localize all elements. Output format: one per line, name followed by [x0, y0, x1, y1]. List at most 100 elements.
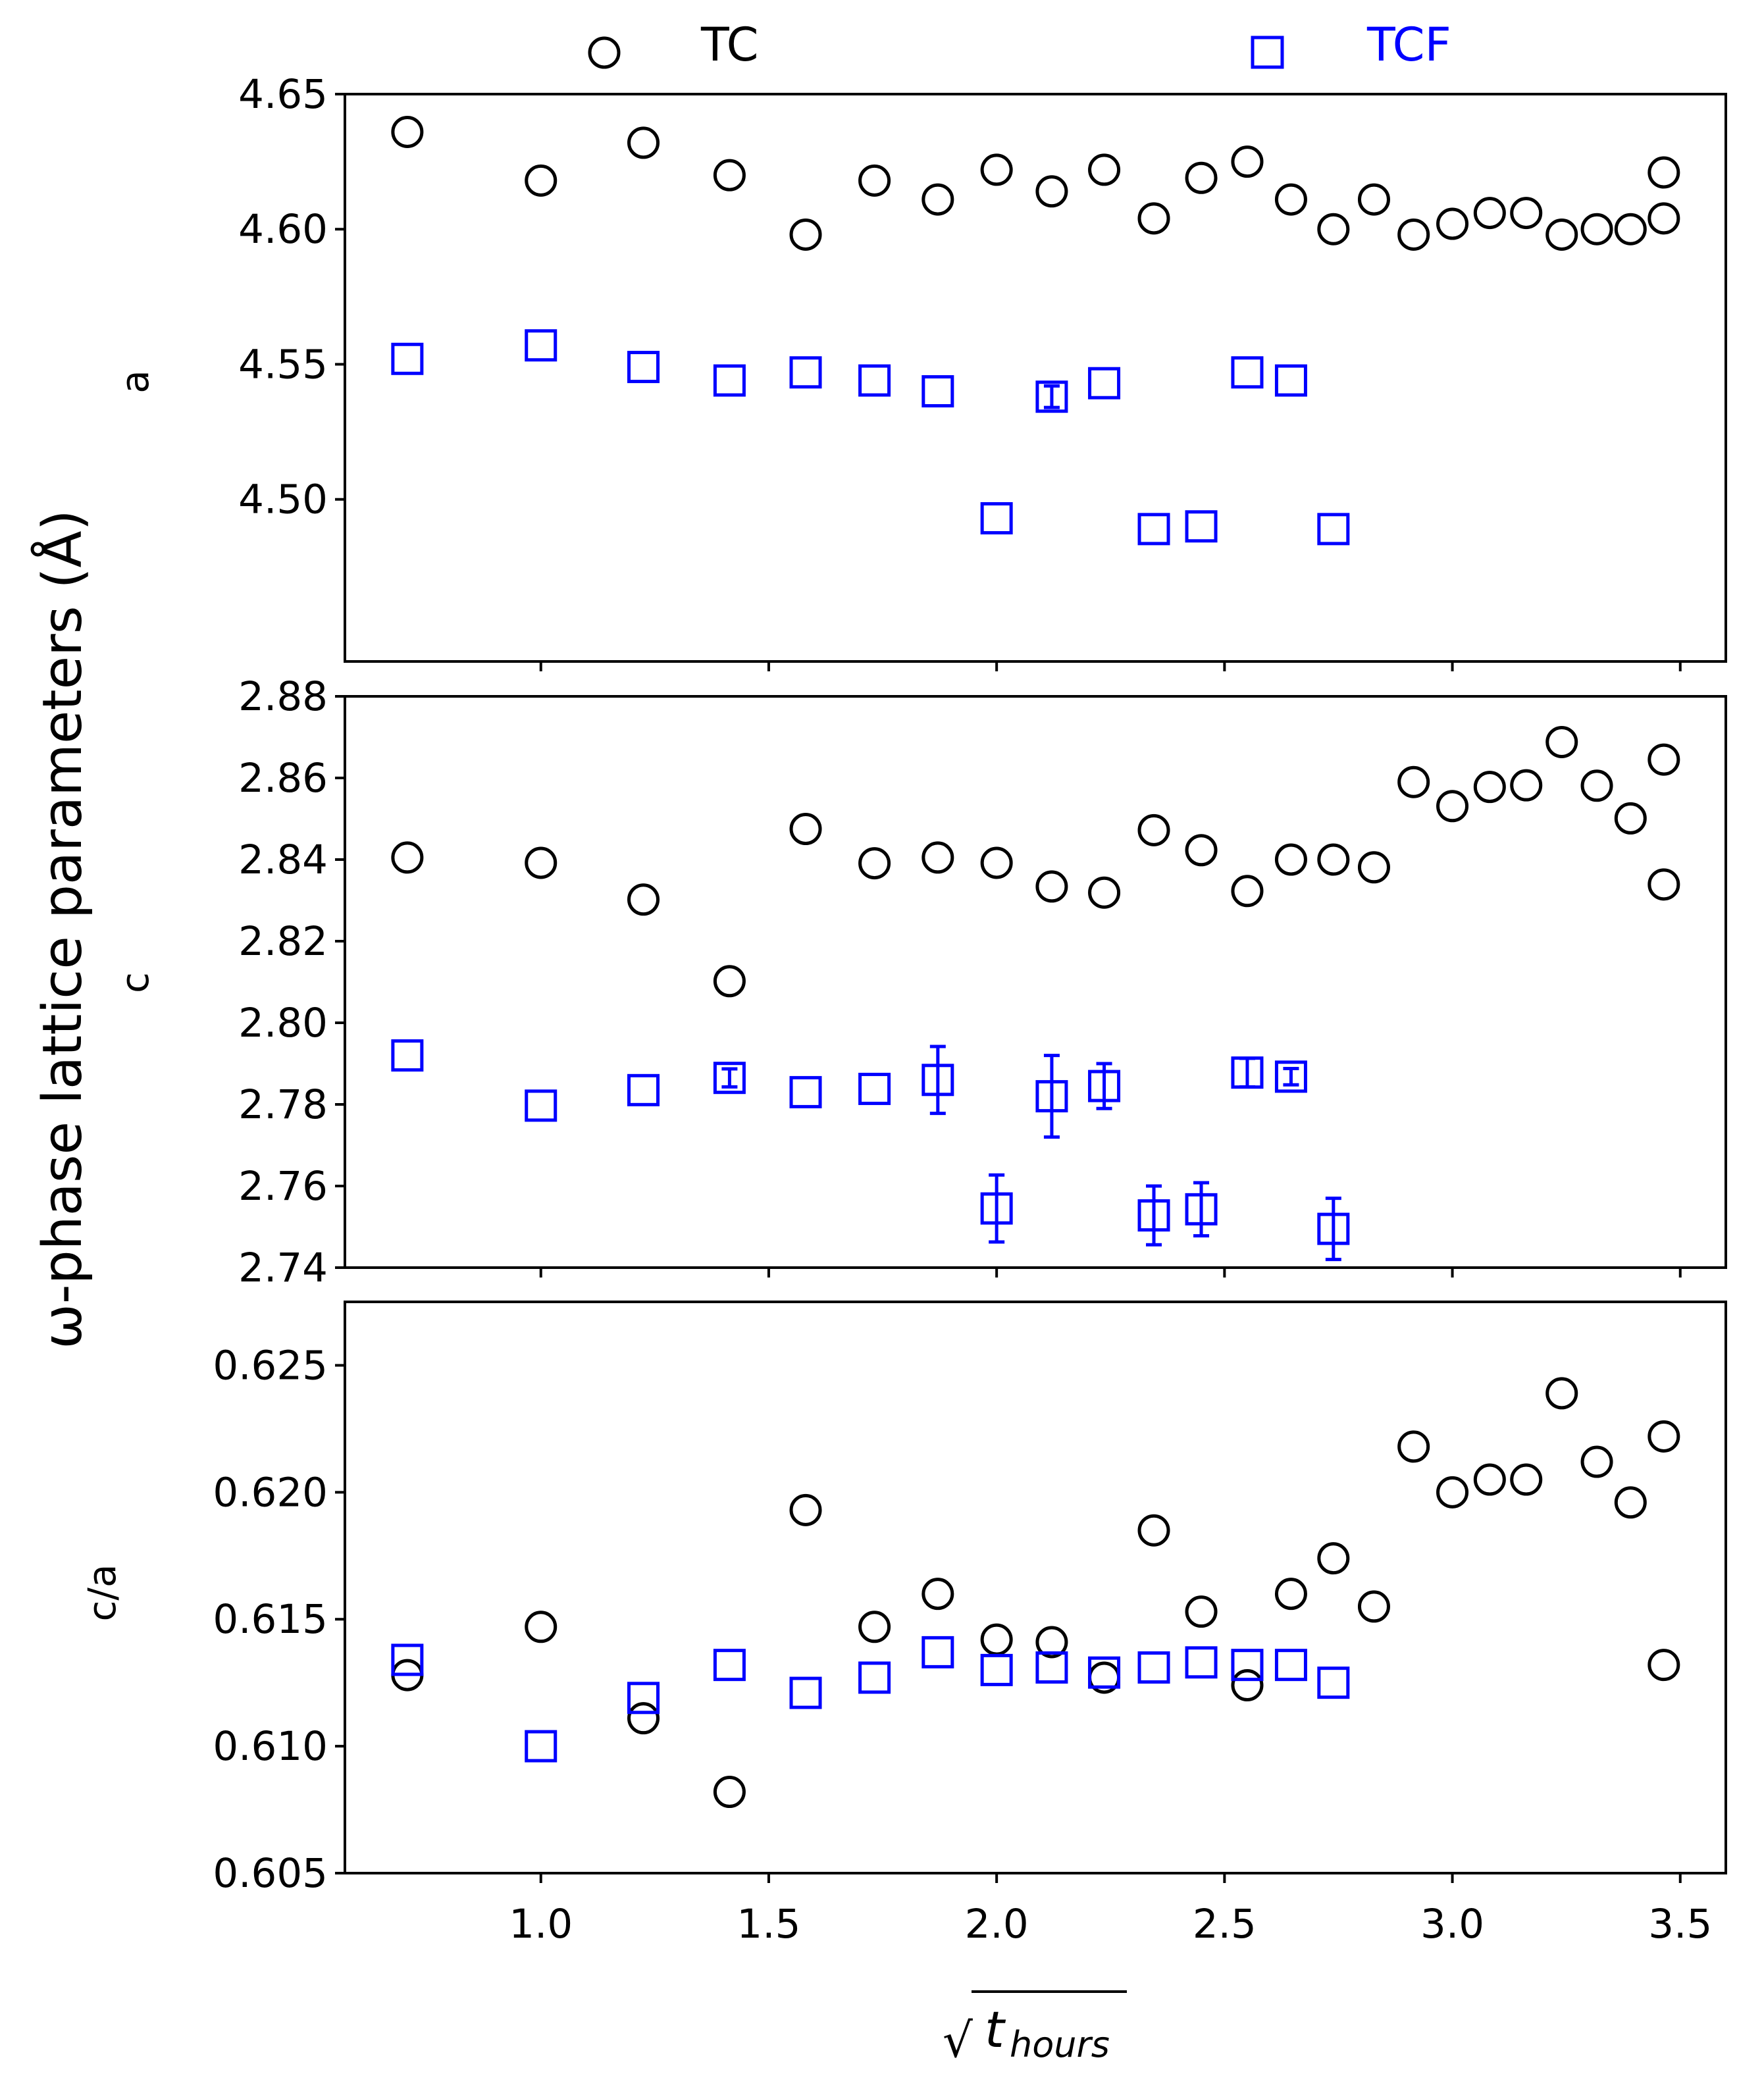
panel-ca-tcf-point — [525, 1730, 558, 1763]
panel-ca-tc-point — [1137, 1514, 1170, 1547]
panel-ca-tcf-point — [1317, 1666, 1350, 1699]
panel-c-tc-point — [1545, 725, 1578, 758]
panel-c-tc-point — [980, 846, 1013, 879]
panel-a-tc-point — [713, 159, 746, 192]
panel-c-tc-point — [1274, 843, 1307, 876]
legend-tcf-label: TCF — [1366, 18, 1451, 72]
panel-a-tc-point — [1614, 213, 1647, 245]
panel-c-ytick-label: 2.88 — [238, 673, 328, 720]
panel-c-tcf-point — [858, 1072, 891, 1105]
panel-c-tcf-point — [789, 1075, 822, 1108]
panel-a-tc-point — [1580, 213, 1613, 245]
panel-a-tc-point — [627, 126, 660, 159]
panel-a-tcf-point — [1088, 367, 1121, 400]
panel-c-tc-point — [1647, 743, 1680, 776]
panel-a-tc-point — [1088, 153, 1121, 186]
panel-ca-ytick-label: 0.605 — [213, 1850, 328, 1897]
panel-c-tc-point — [1397, 765, 1430, 798]
panel-c-tc-point — [1137, 813, 1170, 846]
panel-a-tc-point — [1397, 218, 1430, 251]
panel-a-tc-point — [1647, 202, 1680, 235]
panel-a-tcf-point — [1231, 356, 1264, 389]
panel-c-tc-point — [1614, 802, 1647, 835]
panel-ca-tcf-point — [627, 1682, 660, 1715]
panel-c-tc-point — [1088, 876, 1121, 909]
panel-a-tc-point — [1473, 197, 1506, 230]
panel-a-tc-point — [1647, 156, 1680, 189]
panel-ca-xtick-label: 2.0 — [965, 1901, 1029, 1948]
panel-c-tcf-point — [1274, 1060, 1307, 1093]
panel-c-tc-point — [1510, 769, 1543, 802]
panel-ca-tc-point — [1231, 1669, 1264, 1702]
panel-ca-tc-point — [1647, 1420, 1680, 1453]
panel-ca-marks — [391, 1377, 1680, 1809]
panel-ca-tc-point — [525, 1611, 558, 1643]
panel-ca-tcf-point — [1231, 1649, 1264, 1682]
panel-c-tcf-point — [1088, 1070, 1121, 1102]
panel-a-tc-point — [1357, 183, 1390, 216]
panel-a-tc-point — [980, 153, 1013, 186]
panel-a-tc-point — [1317, 213, 1350, 245]
panel-ca-tc-point — [1580, 1445, 1613, 1478]
panel-c-tcf-point — [627, 1073, 660, 1106]
panel-ca-tc-point — [789, 1493, 822, 1526]
panel-c-tc-point — [789, 813, 822, 845]
panel-ca-tcf-point — [713, 1649, 746, 1682]
panel-a-ytick-label: 4.65 — [238, 71, 328, 118]
panel-c-tc-point — [525, 846, 558, 879]
panel-a-marks — [391, 115, 1680, 546]
panel-c: 2.74 2.76 2.78 2.80 2.82 2.84 2.86 2.88 c — [113, 673, 1727, 1291]
panel-c-tcf-point — [391, 1039, 424, 1072]
panel-ca-axes: 0.605 0.610 0.615 0.620 0.625 1.0 1.5 2.0 2.5 3.0… — [213, 1342, 1712, 1948]
panel-c-tc-point — [1436, 790, 1469, 823]
panel-ca-ytick-label: 0.625 — [213, 1342, 328, 1389]
panel-a-axes: 4.50 4.55 4.60 4.65 — [238, 71, 1682, 671]
panel-c-ytick-label: 2.86 — [238, 755, 328, 802]
panel-ca-xtick-label: 2.5 — [1193, 1901, 1257, 1948]
panel-ca-tcf-point — [1088, 1656, 1121, 1689]
panel-a-tc-point — [1035, 175, 1068, 208]
panel-a-ylabel: a — [113, 370, 157, 394]
figure-ylabel: ω-phase lattice parameters (Å) — [31, 509, 94, 1349]
panel-ca-tc-point — [1397, 1430, 1430, 1463]
panel-ca-tcf-point — [1137, 1651, 1170, 1684]
panel-c-frame — [344, 695, 1727, 1269]
panel-c-tc-point — [1035, 870, 1068, 903]
panel-c-axes: 2.74 2.76 2.78 2.80 2.82 2.84 2.86 2.88 — [238, 673, 1682, 1291]
panel-a-tcf-point — [858, 364, 891, 397]
panel-ca-tc-point — [1274, 1578, 1307, 1611]
panel-c-tcf-point — [921, 1064, 954, 1097]
panel-c-tc-point — [1317, 843, 1350, 876]
panel-a-tc-point — [391, 115, 424, 148]
panel-c-ytick-label: 2.78 — [238, 1081, 328, 1128]
panel-a-tc-point — [1231, 145, 1264, 178]
panel-ca-tc-point — [921, 1578, 954, 1611]
panel-c-tc-point — [1473, 771, 1506, 804]
panel-c-tc-point — [1357, 851, 1390, 884]
panel-ca-ytick-label: 0.615 — [213, 1596, 328, 1643]
legend-tc-marker — [588, 36, 621, 69]
panel-ca-tc-point — [1357, 1590, 1390, 1623]
panel-c-tcf-point — [980, 1192, 1013, 1225]
panel-c-tc-point — [1231, 875, 1264, 908]
panel-ca-tcf-point — [921, 1636, 954, 1668]
panel-a-tcf-point — [713, 364, 746, 397]
panel-ca-tc-point — [1510, 1463, 1543, 1496]
panel-ca-tcf-point — [1035, 1651, 1068, 1684]
panel-ca-tc-point — [1545, 1377, 1578, 1410]
panel-a-ytick-label: 4.55 — [238, 341, 328, 388]
panel-c-tc-point — [1647, 868, 1680, 901]
panel-ca-xtick-label: 1.0 — [509, 1901, 573, 1948]
panel-a-frame — [344, 93, 1727, 663]
panel-a-ytick-label: 4.50 — [238, 477, 328, 523]
panel-a-tc-point — [921, 183, 954, 216]
panel-ca-ytick-label: 0.610 — [213, 1723, 328, 1770]
panel-ca-tcf-point — [980, 1653, 1013, 1686]
panel-c-marks — [391, 725, 1680, 1262]
panel-ca-xtick-label: 3.5 — [1648, 1901, 1712, 1948]
panel-a-tcf-point — [1035, 380, 1068, 413]
panel-ca-xtick-label: 3.0 — [1420, 1901, 1484, 1948]
panel-ca-tc-point — [713, 1776, 746, 1809]
panel-a: 4.50 4.55 4.60 4.65 a — [113, 71, 1727, 671]
